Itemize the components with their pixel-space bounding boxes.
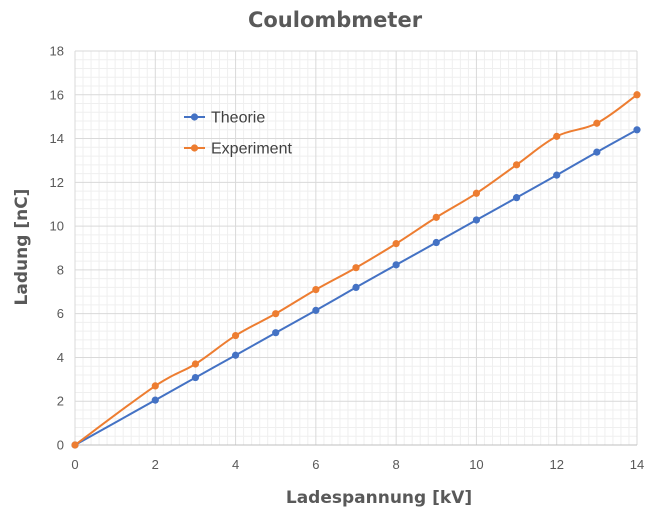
series-theorie xyxy=(71,126,641,449)
data-point-experiment xyxy=(472,189,481,197)
series-layer xyxy=(71,91,641,449)
y-tick-labels: 0 2 4 6 8 10 12 14 16 18 xyxy=(50,44,64,453)
chart-title: Coulombmeter xyxy=(248,8,423,32)
data-point-experiment xyxy=(633,91,641,99)
data-point-experiment xyxy=(392,240,400,248)
data-point-theorie xyxy=(553,171,561,179)
series-experiment xyxy=(71,91,641,449)
y-tick-label: 4 xyxy=(57,350,64,365)
data-point-experiment xyxy=(191,360,200,368)
x-tick-label: 12 xyxy=(549,457,563,472)
legend: Theorie Experiment xyxy=(184,110,292,158)
y-axis-title: Ladung [nC] xyxy=(12,189,32,306)
major-gridlines xyxy=(74,50,638,446)
data-point-theorie xyxy=(352,283,360,291)
legend-swatch-marker xyxy=(190,144,199,152)
data-point-experiment xyxy=(272,310,280,318)
data-point-theorie xyxy=(432,238,440,247)
y-tick-label: 14 xyxy=(50,131,64,146)
data-point-theorie xyxy=(272,329,280,337)
data-point-theorie xyxy=(472,216,481,224)
data-point-experiment xyxy=(553,132,561,140)
data-point-theorie xyxy=(392,261,400,269)
data-point-experiment xyxy=(512,161,521,169)
y-tick-label: 10 xyxy=(50,219,64,234)
data-point-theorie xyxy=(191,373,200,382)
data-point-theorie xyxy=(312,306,320,314)
data-point-experiment xyxy=(231,331,240,340)
y-tick-label: 8 xyxy=(57,262,64,277)
legend-swatch-marker xyxy=(190,113,199,121)
y-tick-label: 16 xyxy=(50,87,64,102)
x-tick-label: 14 xyxy=(630,457,644,472)
minor-gridlines xyxy=(75,51,637,445)
data-point-experiment xyxy=(151,382,159,390)
x-tick-labels: 0 2 4 6 8 10 12 14 xyxy=(71,457,644,472)
x-axis-title: Ladespannung [kV] xyxy=(286,488,472,508)
data-point-theorie xyxy=(633,126,641,134)
data-point-experiment xyxy=(352,264,360,272)
x-tick-label: 6 xyxy=(312,457,319,472)
legend-label: Experiment xyxy=(211,141,292,158)
x-tick-label: 2 xyxy=(152,457,159,472)
data-point-theorie xyxy=(512,194,521,202)
legend-label: Theorie xyxy=(211,110,265,127)
y-tick-label: 18 xyxy=(50,44,64,59)
y-tick-label: 2 xyxy=(57,394,64,409)
data-point-experiment xyxy=(432,213,440,221)
legend-item-experiment: Experiment xyxy=(184,141,292,158)
axes xyxy=(74,51,637,446)
y-tick-label: 0 xyxy=(57,438,64,453)
data-point-experiment xyxy=(71,441,79,449)
data-point-theorie xyxy=(231,351,240,359)
data-point-theorie xyxy=(593,148,601,156)
data-point-experiment xyxy=(593,119,601,127)
legend-item-theorie: Theorie xyxy=(184,110,265,127)
x-tick-label: 10 xyxy=(469,457,483,472)
y-tick-label: 12 xyxy=(50,175,64,190)
data-point-theorie xyxy=(151,396,159,404)
x-tick-label: 4 xyxy=(232,457,239,472)
x-tick-label: 8 xyxy=(393,457,400,472)
y-tick-label: 6 xyxy=(57,306,64,321)
x-tick-label: 0 xyxy=(71,457,78,472)
data-point-experiment xyxy=(312,285,320,294)
